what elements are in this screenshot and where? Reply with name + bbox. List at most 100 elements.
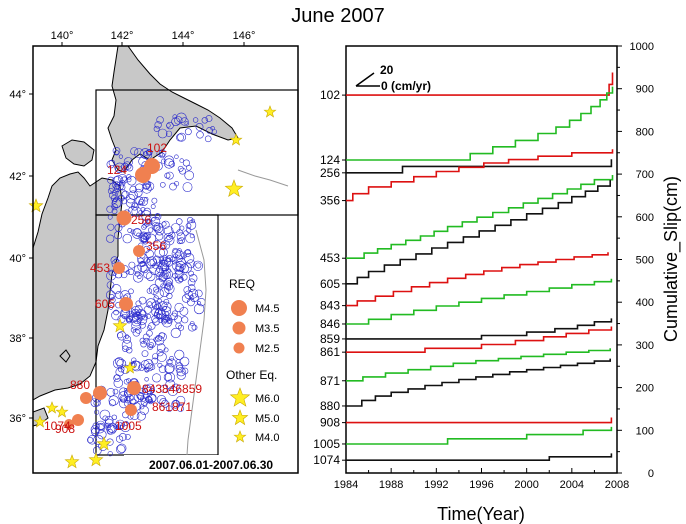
background-event <box>165 379 176 390</box>
background-event <box>139 322 146 329</box>
background-event <box>165 314 172 322</box>
background-event <box>171 248 182 259</box>
series-line-861 <box>346 326 613 353</box>
background-event <box>87 437 94 444</box>
background-event <box>189 274 198 283</box>
background-event <box>179 263 190 274</box>
background-event <box>154 278 164 288</box>
background-event <box>131 320 142 331</box>
background-event <box>144 197 149 202</box>
background-event <box>118 398 129 409</box>
req-event <box>80 392 92 404</box>
background-event <box>94 423 105 434</box>
background-event <box>164 172 171 179</box>
other-event-star <box>224 179 244 197</box>
background-event <box>155 334 162 342</box>
background-event <box>165 130 173 137</box>
background-event <box>113 150 120 156</box>
series-label-256: 256 <box>320 166 340 180</box>
background-event <box>148 322 156 330</box>
background-event <box>151 197 158 204</box>
background-event <box>115 444 126 454</box>
background-event <box>147 325 152 330</box>
background-event <box>172 247 178 254</box>
background-event <box>158 365 167 374</box>
background-event <box>143 269 153 279</box>
background-event <box>184 128 192 136</box>
background-event <box>111 198 121 209</box>
background-event <box>188 270 194 277</box>
background-event <box>205 115 213 122</box>
series-label-843: 843 <box>320 299 340 313</box>
x-tick-label: 2000 <box>514 479 538 491</box>
series-label-605: 605 <box>320 277 340 291</box>
background-event <box>159 152 165 159</box>
background-event <box>102 415 109 422</box>
y-axis-label: Cumulative_Slip(cm) <box>661 176 682 342</box>
background-event <box>141 384 152 396</box>
y-tick-label: 900 <box>636 84 654 96</box>
background-event <box>187 278 196 287</box>
series-line-880 <box>346 358 611 407</box>
trench-line <box>237 169 289 187</box>
background-event <box>87 435 97 445</box>
background-event <box>163 298 170 305</box>
y-tick-label: 700 <box>636 169 654 181</box>
background-event <box>156 116 164 124</box>
background-event <box>139 196 149 206</box>
background-event <box>175 254 183 262</box>
background-event <box>188 284 196 292</box>
background-event <box>134 188 143 197</box>
background-event <box>105 422 111 429</box>
other-event-star <box>28 198 44 213</box>
background-event <box>120 396 127 403</box>
background-event <box>134 305 143 314</box>
background-event <box>164 363 175 374</box>
req-event <box>125 404 137 416</box>
other-event-star <box>64 454 80 469</box>
series-label-871: 871 <box>320 374 340 388</box>
x-tick-label: 1996 <box>469 479 493 491</box>
background-event <box>179 158 184 163</box>
y-tick-label: 800 <box>636 126 654 138</box>
background-event <box>118 391 129 402</box>
background-event <box>172 114 178 119</box>
series-line-1005 <box>346 426 613 445</box>
background-event <box>147 394 157 403</box>
req-event <box>127 381 141 395</box>
background-event <box>109 293 115 299</box>
background-event <box>115 357 124 366</box>
background-event <box>177 132 186 142</box>
background-event <box>125 164 134 172</box>
background-event <box>159 398 168 407</box>
background-event <box>138 364 145 371</box>
background-event <box>133 148 144 158</box>
legend-title-other: Other Eq. <box>226 368 277 382</box>
background-event <box>201 117 209 124</box>
background-event <box>196 131 204 139</box>
background-event <box>128 206 139 217</box>
background-event <box>141 350 149 357</box>
background-event <box>174 116 183 125</box>
background-event <box>105 290 116 300</box>
req-event <box>113 262 125 274</box>
series-group <box>346 72 614 461</box>
background-event <box>117 422 124 430</box>
date-range: 2007.06.01-2007.06.30 <box>149 458 273 472</box>
series-line-859 <box>346 318 613 340</box>
scale-unit: 0 (cm/yr) <box>381 79 431 93</box>
background-event <box>151 222 161 231</box>
background-event <box>131 357 137 363</box>
background-event <box>160 318 167 325</box>
background-event <box>109 191 117 200</box>
req-label: 1005 <box>115 419 142 433</box>
background-event <box>158 149 167 157</box>
series-line-256 <box>346 159 613 174</box>
background-event <box>176 248 182 254</box>
background-event <box>175 364 184 373</box>
background-event <box>139 405 149 415</box>
background-event <box>145 395 152 403</box>
background-event <box>179 306 189 316</box>
background-event <box>189 294 195 300</box>
x-tick-label: 1984 <box>334 479 358 491</box>
